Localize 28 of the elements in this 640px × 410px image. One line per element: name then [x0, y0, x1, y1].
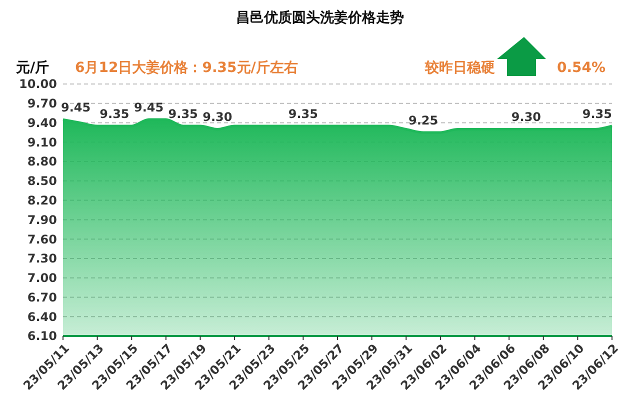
data-label: 9.25: [408, 113, 438, 128]
y-tick-label: 10.00: [19, 77, 57, 92]
y-tick-label: 7.00: [27, 271, 57, 286]
y-tick-label: 6.40: [27, 310, 57, 324]
y-tick-label: 9.70: [27, 96, 57, 111]
y-tick-label: 9.10: [27, 135, 57, 150]
y-tick-label: 9.40: [27, 116, 57, 130]
y-tick-label: 8.80: [27, 154, 57, 169]
y-tick-label: 6.70: [27, 290, 57, 304]
y-axis-title: 元/斤: [15, 59, 50, 76]
text: 较昨日稳硬: [424, 60, 495, 76]
data-label: 9.45: [134, 100, 164, 115]
data-label: 9.30: [511, 110, 542, 124]
y-tick-label: 7.60: [27, 232, 57, 246]
data-label: 9.30: [202, 110, 232, 124]
data-label: 9.35: [100, 107, 130, 121]
y-tick-label: 7.90: [27, 212, 57, 227]
data-label: 9.35: [168, 107, 198, 121]
data-label: 9.45: [61, 100, 91, 115]
y-tick-label: 8.20: [27, 194, 57, 208]
chart-title: 昌邑优质圆头洗姜价格走势: [236, 9, 404, 26]
y-tick-label: 8.50: [27, 174, 57, 188]
data-label: 9.35: [288, 107, 318, 121]
y-tick-label: 6.10: [27, 329, 57, 344]
text: 6月12日大姜价格：9.35元/斤左右: [75, 59, 298, 76]
data-label: 9.35: [582, 107, 612, 121]
y-tick-label: 7.30: [27, 252, 57, 266]
text: 0.54%: [557, 60, 606, 76]
